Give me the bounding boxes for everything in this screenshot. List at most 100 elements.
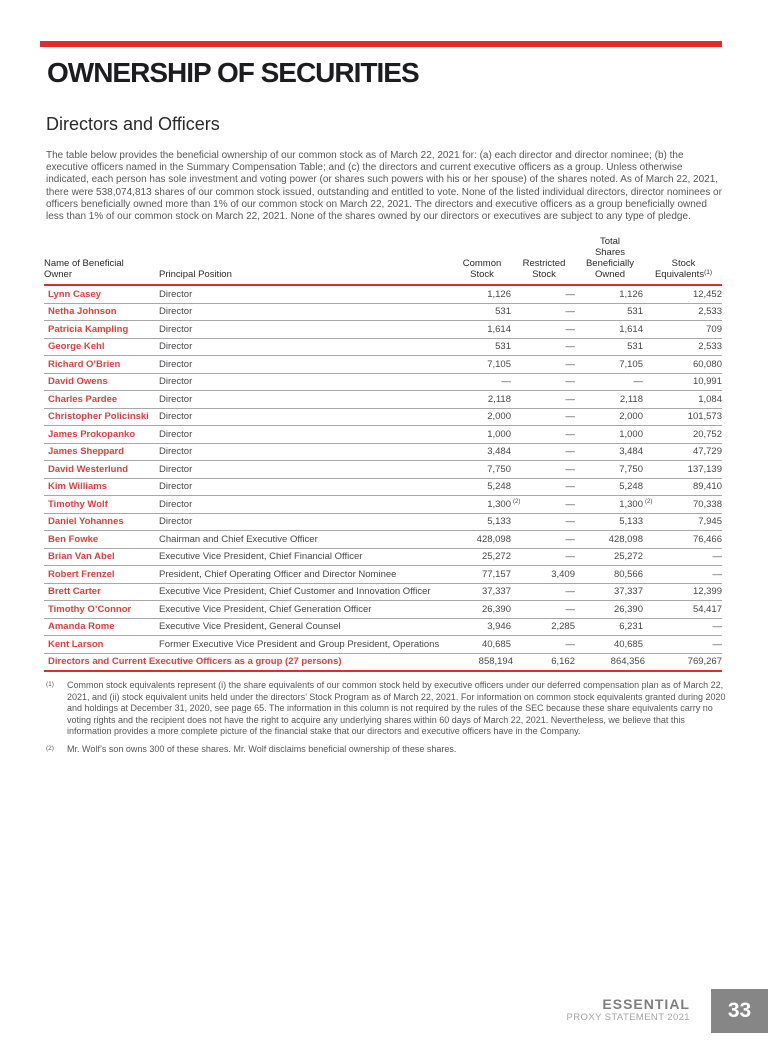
common-stock-value: — [451, 373, 513, 392]
beneficial-owner-name: Ben Fowke [44, 530, 159, 549]
table-row: Charles Pardee Director 2,118 — 2,118 1,… [44, 390, 722, 409]
common-stock-value: 77,157 [451, 565, 513, 584]
principal-position: Director [159, 390, 451, 409]
table-row: Kim Williams Director 5,248 — 5,248 89,4… [44, 478, 722, 497]
table-row: Timothy Wolf Director 1,300 (2) — 1,300 (2… [44, 495, 722, 514]
principal-position: Director [159, 285, 451, 304]
header-stock-equivalents: Stock Equivalents(1) [645, 237, 722, 287]
group-common-stock-value: 858,194 [451, 653, 513, 673]
total-shares-value: 3,484 [575, 443, 645, 462]
total-shares-value: — [575, 373, 645, 392]
total-shares-value: 7,750 [575, 460, 645, 479]
principal-position: Director [159, 478, 451, 497]
table-row: James Prokopanko Director 1,000 — 1,000 … [44, 425, 722, 444]
restricted-stock-value: — [513, 390, 575, 409]
table-body: Lynn Casey Director 1,126 — 1,126 12,452… [44, 285, 722, 654]
stock-equivalents-value: 70,338 [645, 495, 722, 514]
restricted-stock-value: — [513, 443, 575, 462]
restricted-stock-value: — [513, 408, 575, 427]
common-stock-value: 2,118 [451, 390, 513, 409]
common-stock-value: 40,685 [451, 635, 513, 654]
total-shares-value: 531 [575, 338, 645, 357]
restricted-stock-value: — [513, 373, 575, 392]
stock-equivalents-value: 10,991 [645, 373, 722, 392]
common-stock-value: 1,300 (2) [451, 495, 520, 514]
principal-position: Director [159, 443, 451, 462]
restricted-stock-value: 3,409 [513, 565, 575, 584]
header-restricted-stock: Restricted Stock [513, 237, 575, 287]
common-stock-value: 531 [451, 303, 513, 322]
top-red-rule [40, 41, 722, 47]
header-common-stock: Common Stock [451, 237, 513, 287]
footnote-2: (2) Mr. Wolf’s son owns 300 of these sha… [46, 744, 726, 756]
beneficial-owner-name: David Owens [44, 373, 159, 392]
stock-equivalents-value: 137,139 [645, 460, 722, 479]
principal-position: Director [159, 425, 451, 444]
table-row: Brian Van Abel Executive Vice President,… [44, 548, 722, 567]
stock-equivalents-value: 1,084 [645, 390, 722, 409]
total-shares-value: 531 [575, 303, 645, 322]
stock-equivalents-value: — [645, 565, 722, 584]
stock-equivalents-value: 7,945 [645, 513, 722, 532]
table-row: James Sheppard Director 3,484 — 3,484 47… [44, 443, 722, 462]
principal-position: Former Executive Vice President and Grou… [159, 635, 451, 654]
stock-equivalents-value: 89,410 [645, 478, 722, 497]
restricted-stock-value: — [513, 320, 575, 339]
stock-equivalents-value: 2,533 [645, 338, 722, 357]
restricted-stock-value: — [513, 548, 575, 567]
common-stock-value: 428,098 [451, 530, 513, 549]
principal-position: Executive Vice President, General Counse… [159, 618, 451, 637]
table-row: George Kehl Director 531 — 531 2,533 [44, 338, 722, 357]
stock-equivalents-value: 54,417 [645, 600, 722, 619]
stock-equivalents-value: 2,533 [645, 303, 722, 322]
principal-position: Director [159, 320, 451, 339]
stock-equivalents-value: 12,452 [645, 285, 722, 304]
group-stock-equivalents-value: 769,267 [645, 653, 722, 673]
common-stock-value: 26,390 [451, 600, 513, 619]
footnote-2-text: Mr. Wolf’s son owns 300 of these shares.… [67, 743, 457, 754]
principal-position: Director [159, 408, 451, 427]
group-total-shares-value: 864,356 [575, 653, 645, 673]
beneficial-owner-name: Timothy O’Connor [44, 600, 159, 619]
stock-equivalents-value: 709 [645, 320, 722, 339]
common-stock-value: 1,000 [451, 425, 513, 444]
beneficial-owner-name: Charles Pardee [44, 390, 159, 409]
beneficial-owner-name: Brian Van Abel [44, 548, 159, 567]
section-title: Directors and Officers [46, 114, 220, 134]
table-row: Brett Carter Executive Vice President, C… [44, 583, 722, 602]
common-stock-value: 531 [451, 338, 513, 357]
restricted-stock-value: 2,285 [513, 618, 575, 637]
common-stock-value: 7,105 [451, 355, 513, 374]
restricted-stock-value: — [513, 583, 575, 602]
total-shares-value: 5,248 [575, 478, 645, 497]
beneficial-owner-name: Netha Johnson [44, 303, 159, 322]
table-row: Timothy O’Connor Executive Vice Presiden… [44, 600, 722, 619]
restricted-stock-value: — [513, 355, 575, 374]
stock-equivalents-value: 20,752 [645, 425, 722, 444]
footer-brand: ESSENTIAL PROXY STATEMENT 2021 [567, 997, 690, 1024]
beneficial-owner-name: Robert Frenzel [44, 565, 159, 584]
restricted-stock-value: — [513, 478, 575, 497]
beneficial-owner-name: Kent Larson [44, 635, 159, 654]
beneficial-owner-name: Christopher Policinski [44, 408, 159, 427]
table-row: Ben Fowke Chairman and Chief Executive O… [44, 530, 722, 549]
restricted-stock-value: — [513, 338, 575, 357]
total-shares-value: 40,685 [575, 635, 645, 654]
stock-equivalents-value: — [645, 548, 722, 567]
table-header-row: Name of Beneficial Owner Principal Posit… [44, 236, 722, 287]
principal-position: Director [159, 373, 451, 392]
footnote-ref-1: (1) [704, 268, 713, 276]
principal-position: President, Chief Operating Officer and D… [159, 565, 451, 584]
footnotes-section: (1) Common stock equivalents represent (… [46, 680, 726, 755]
total-shares-value: 5,133 [575, 513, 645, 532]
brand-name: ESSENTIAL [602, 996, 690, 1012]
restricted-stock-value: — [513, 635, 575, 654]
table-row: Amanda Rome Executive Vice President, Ge… [44, 618, 722, 637]
table-footer: Directors and Current Executive Officers… [44, 653, 722, 673]
total-shares-value: 25,272 [575, 548, 645, 567]
beneficial-owner-name: David Westerlund [44, 460, 159, 479]
beneficial-owner-name: James Sheppard [44, 443, 159, 462]
table-header: Name of Beneficial Owner Principal Posit… [44, 236, 722, 287]
header-beneficial-owner: Name of Beneficial Owner [44, 237, 159, 287]
total-shares-value: 80,566 [575, 565, 645, 584]
